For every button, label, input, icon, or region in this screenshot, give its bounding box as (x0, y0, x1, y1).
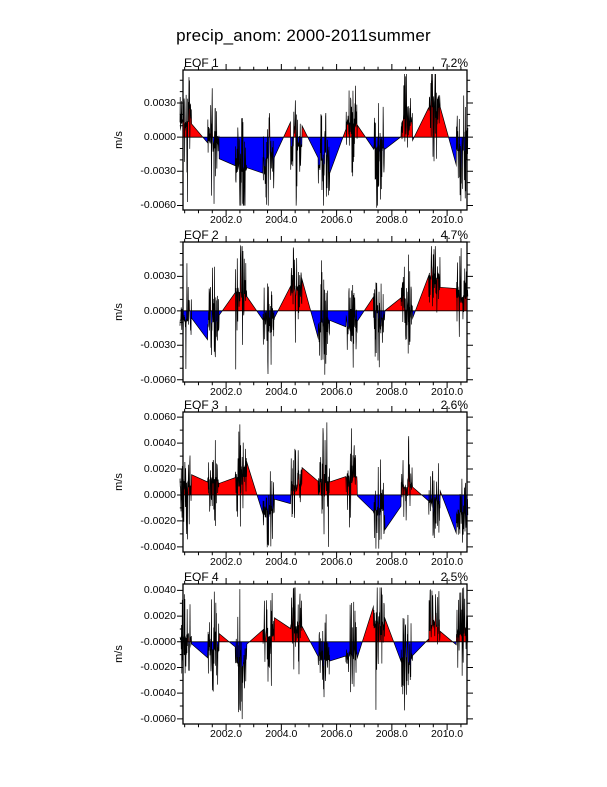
eof-timeseries-canvas (171, 572, 479, 736)
x-tick-label: 2006.0 (320, 214, 353, 226)
y-tick-label: 0.0030 (143, 97, 176, 109)
y-tick-label: -0.0020 (140, 661, 176, 674)
plot-area (171, 400, 479, 564)
x-tick-label: 2010.0 (431, 214, 464, 226)
y-tick-labels: 0.0030 0.0000 -0.0030 -0.0060 (124, 242, 176, 385)
x-tick-label: 2010.0 (431, 728, 464, 740)
y-tick-label: 0.0000 (143, 304, 176, 317)
x-tick-label: 2002.0 (210, 386, 243, 398)
y-tick-label: -0.0000 (140, 635, 176, 648)
y-tick-label: -0.0060 (140, 712, 176, 725)
x-tick-labels: 2002.0 2004.0 2006.0 2008.0 2010.0 (183, 726, 467, 740)
eof-panel: EOF 2 4.7% m/s 0.00300.0000-0.0030-0.006… (0, 226, 607, 398)
y-tick-label: 0.0020 (143, 610, 176, 623)
x-tick-label: 2010.0 (431, 386, 464, 398)
x-tick-label: 2006.0 (320, 728, 353, 740)
x-tick-label: 2004.0 (265, 728, 298, 740)
plot-area (171, 572, 479, 736)
x-tick-label: 2002.0 (210, 556, 243, 568)
eof-timeseries-canvas (171, 400, 479, 564)
plot-area (171, 230, 479, 394)
eof-panel: EOF 1 7.2% m/s 0.00300.0000-0.0030-0.006… (0, 54, 607, 226)
x-tick-label: 2010.0 (431, 556, 464, 568)
x-tick-labels: 2002.0 2004.0 2006.0 2008.0 2010.0 (183, 212, 467, 226)
y-tick-label: -0.0020 (140, 514, 176, 527)
x-tick-label: 2006.0 (320, 556, 353, 568)
x-tick-label: 2004.0 (265, 386, 298, 398)
plot-area (171, 58, 479, 222)
x-tick-label: 2002.0 (210, 214, 243, 226)
y-tick-label: 0.0000 (143, 488, 176, 501)
eof-panel: EOF 4 2.5% m/s 0.00400.0020-0.0000-0.002… (0, 568, 607, 740)
y-tick-label: 0.0020 (143, 463, 176, 476)
y-tick-label: -0.0060 (140, 373, 176, 386)
x-tick-label: 2006.0 (320, 386, 353, 398)
eof-timeseries-canvas (171, 230, 479, 394)
y-tick-label: 0.0040 (143, 584, 176, 597)
y-tick-label: 0.0060 (143, 411, 176, 424)
y-tick-label: 0.0000 (143, 131, 176, 144)
y-tick-label: 0.0030 (143, 270, 176, 283)
eof-timeseries-canvas (171, 58, 479, 222)
y-tick-labels: 0.0060 0.0040 0.0020 0.0000 -0.0020 -0.0040 (124, 411, 176, 553)
x-tick-labels: 2002.0 2004.0 2006.0 2008.0 2010.0 (183, 554, 467, 568)
y-tick-label: -0.0040 (140, 687, 176, 700)
x-tick-label: 2008.0 (375, 728, 408, 740)
plot-title: precip_anom: 2000-2011summer (176, 26, 431, 45)
y-tick-label: -0.0040 (140, 540, 176, 553)
x-tick-label: 2008.0 (375, 556, 408, 568)
x-tick-label: 2008.0 (375, 386, 408, 398)
x-tick-label: 2008.0 (375, 214, 408, 226)
x-tick-label: 2004.0 (265, 556, 298, 568)
x-tick-label: 2002.0 (210, 728, 243, 740)
y-tick-label: -0.0060 (140, 199, 176, 212)
y-tick-label: 0.0040 (143, 437, 176, 450)
y-tick-label: -0.0030 (140, 165, 176, 178)
x-tick-label: 2004.0 (265, 214, 298, 226)
x-tick-labels: 2002.0 2004.0 2006.0 2008.0 2010.0 (183, 384, 467, 398)
y-tick-labels: 0.0040 0.0020 -0.0000 -0.0020 -0.0040 -0.0060 (124, 584, 176, 724)
y-tick-labels: 0.0030 0.0000 -0.0030 -0.0060 (124, 70, 176, 212)
y-tick-label: -0.0030 (140, 339, 176, 352)
eof-panel: EOF 3 2.6% m/s 0.00600.00400.00200.0000-… (0, 396, 607, 568)
